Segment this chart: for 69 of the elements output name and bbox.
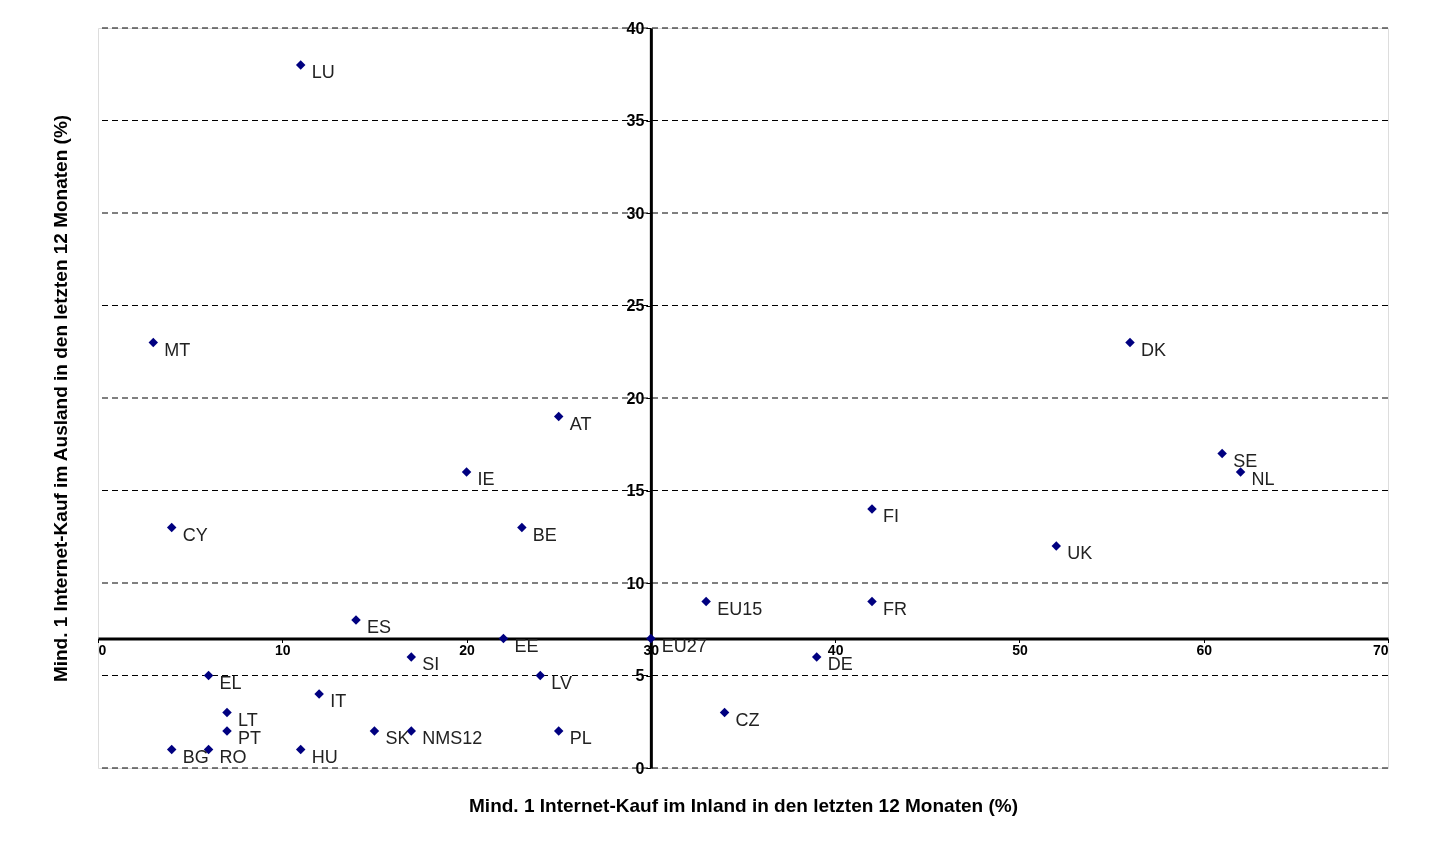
point: [295, 744, 306, 755]
annotation: LT: [238, 709, 258, 730]
annotation: SK: [385, 728, 410, 748]
point: [1235, 467, 1246, 477]
x-tick-label: 70: [1372, 642, 1389, 658]
point: [148, 337, 159, 348]
annotation: EU27: [661, 635, 707, 656]
annotation: FI: [883, 506, 899, 526]
annotation: DK: [1141, 339, 1167, 360]
annotation: UK: [1067, 543, 1093, 563]
point: [166, 744, 177, 755]
x-tick-label: 10: [275, 642, 291, 658]
point: [535, 670, 546, 681]
point: [461, 467, 472, 477]
x-tick-label: 0: [98, 642, 107, 658]
y-tick-label: 35: [626, 112, 645, 129]
annotation: IE: [477, 469, 495, 489]
point: [295, 60, 306, 70]
point: [1217, 448, 1227, 459]
y-tick-label: 15: [626, 482, 645, 499]
x-tick-label: 60: [1196, 642, 1213, 658]
annotation: RO: [219, 746, 247, 767]
x-axis-title: Mind. 1 Internet-Kauf im Inland in den letzten 12 Monaten (%): [469, 794, 1018, 816]
point: [719, 707, 730, 718]
annotation: AT: [569, 413, 592, 434]
point: [166, 522, 177, 533]
point: [369, 726, 380, 736]
y-axis-title: Mind. 1 Internet-Kauf im Ausland in den letzten 12 Monaten (%): [49, 114, 71, 683]
annotation: FR: [883, 598, 907, 619]
y-tick-label: 0: [635, 759, 645, 777]
point: [1125, 337, 1135, 348]
annotation: NL: [1251, 469, 1275, 489]
annotation: EL: [219, 672, 242, 693]
x-tick-label: 50: [1012, 642, 1028, 658]
annotation: PT: [238, 728, 262, 748]
point: [553, 726, 564, 736]
annotation: SI: [422, 654, 440, 674]
point: [406, 652, 417, 662]
annotation: EE: [514, 635, 539, 656]
annotation: LU: [311, 62, 335, 82]
point: [553, 411, 564, 422]
annotation: MT: [164, 339, 191, 360]
annotation: HU: [311, 746, 338, 767]
annotation: EU15: [717, 598, 763, 619]
annotation: CZ: [735, 709, 760, 730]
y-tick-label: 25: [626, 297, 645, 314]
annotation: PL: [569, 728, 592, 748]
point: [646, 633, 656, 644]
point: [1051, 541, 1062, 551]
point: [517, 522, 527, 533]
point: [867, 596, 877, 607]
y-tick-label: 30: [626, 204, 645, 222]
annotation: LV: [551, 672, 572, 693]
annotation: NMS12: [422, 728, 483, 748]
point: [203, 670, 214, 681]
y-tick-label: 40: [626, 19, 645, 37]
y-tick-label: 20: [626, 389, 645, 407]
annotation: SE: [1233, 450, 1258, 471]
y-tick-label: 10: [626, 574, 645, 592]
x-tick-label: 20: [459, 642, 476, 658]
point: [701, 596, 711, 607]
annotation: BE: [532, 524, 557, 545]
point: [811, 652, 822, 662]
annotation: ES: [367, 617, 392, 637]
point: [222, 707, 232, 718]
annotation: BG: [182, 746, 209, 767]
annotation: CY: [182, 524, 208, 545]
annotation: IT: [330, 691, 347, 711]
point: [498, 633, 509, 644]
